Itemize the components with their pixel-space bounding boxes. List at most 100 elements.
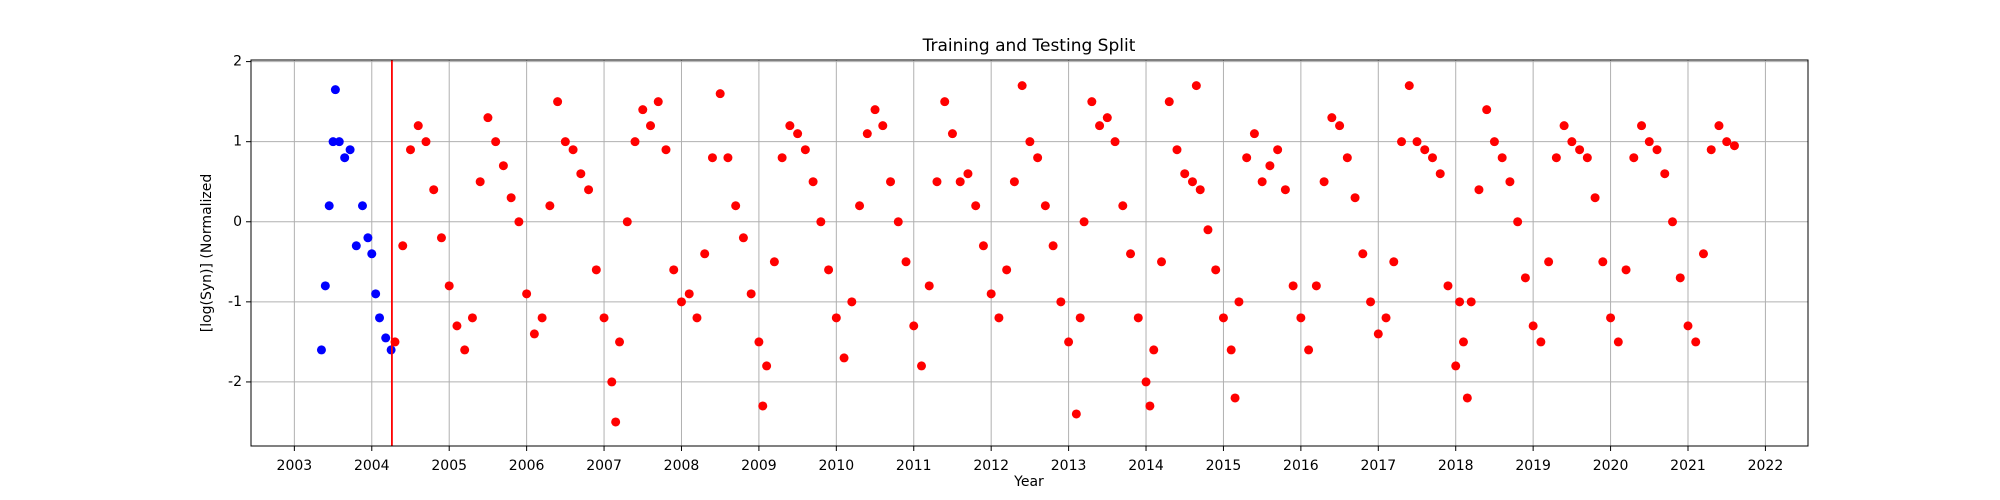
- point: [1582, 153, 1592, 163]
- point: [1350, 193, 1360, 203]
- point: [1017, 81, 1027, 91]
- point: [676, 297, 686, 307]
- point: [553, 97, 563, 107]
- point: [831, 313, 841, 323]
- x-tick-label: 2010: [819, 458, 855, 474]
- point: [630, 137, 640, 147]
- point: [785, 121, 795, 131]
- x-tick-label: 2014: [1128, 458, 1164, 474]
- x-axis-label: Year: [1013, 474, 1044, 490]
- point: [328, 137, 338, 147]
- point: [1606, 313, 1616, 323]
- point: [1002, 265, 1012, 275]
- point: [615, 337, 625, 347]
- point: [1497, 153, 1507, 163]
- point: [886, 177, 896, 187]
- point: [1458, 337, 1468, 347]
- point: [824, 265, 834, 275]
- point: [707, 153, 717, 163]
- point: [1230, 393, 1240, 403]
- point: [483, 113, 493, 123]
- point: [351, 241, 361, 251]
- point: [893, 217, 903, 227]
- point: [1234, 297, 1244, 307]
- point: [1389, 257, 1399, 267]
- point: [1435, 169, 1445, 179]
- point: [855, 201, 865, 211]
- point: [1722, 137, 1732, 147]
- point: [1296, 313, 1306, 323]
- point: [1288, 281, 1298, 291]
- point: [638, 105, 648, 115]
- point: [529, 329, 539, 339]
- point: [1079, 217, 1089, 227]
- point: [591, 265, 601, 275]
- point: [754, 337, 764, 347]
- point: [1489, 137, 1499, 147]
- point: [1613, 337, 1623, 347]
- point: [371, 289, 381, 299]
- point: [738, 233, 748, 243]
- point: [460, 345, 470, 355]
- plot-frame: [250, 59, 1809, 447]
- point: [1242, 153, 1252, 163]
- point: [1420, 145, 1430, 155]
- point: [1149, 345, 1159, 355]
- point: [367, 249, 377, 259]
- point: [762, 361, 772, 371]
- point: [661, 145, 671, 155]
- point: [684, 289, 694, 299]
- point: [1691, 337, 1701, 347]
- point: [320, 281, 330, 291]
- point: [1048, 241, 1058, 251]
- point: [1319, 177, 1329, 187]
- point: [1675, 273, 1685, 283]
- point: [1180, 169, 1190, 179]
- point: [452, 321, 462, 331]
- y-tick-label: 0: [233, 214, 242, 230]
- point: [909, 321, 919, 331]
- point: [1172, 145, 1182, 155]
- point: [1033, 153, 1043, 163]
- point: [1342, 153, 1352, 163]
- point: [1668, 217, 1678, 227]
- point: [1505, 177, 1515, 187]
- point: [607, 377, 617, 387]
- x-tick-label: 2019: [1515, 458, 1551, 474]
- point: [568, 145, 578, 155]
- point: [375, 313, 385, 323]
- x-tick-label: 2012: [973, 458, 1009, 474]
- point: [1528, 321, 1538, 331]
- point: [1164, 97, 1174, 107]
- point: [715, 89, 725, 99]
- point: [1544, 257, 1554, 267]
- point: [963, 169, 973, 179]
- point: [330, 85, 340, 95]
- point: [522, 289, 532, 299]
- point: [1226, 345, 1236, 355]
- point: [1366, 297, 1376, 307]
- point: [1644, 137, 1654, 147]
- point: [1520, 273, 1530, 283]
- y-tick-label: -1: [228, 294, 242, 310]
- point: [1714, 121, 1724, 131]
- point: [1660, 169, 1670, 179]
- x-tick-label: 2022: [1748, 458, 1784, 474]
- point: [1327, 113, 1337, 123]
- point: [316, 345, 326, 355]
- point: [816, 217, 826, 227]
- point: [1211, 265, 1221, 275]
- point: [955, 177, 965, 187]
- point: [1157, 257, 1167, 267]
- point: [1195, 185, 1205, 195]
- point: [436, 233, 446, 243]
- y-axis-label: [log(Syn)] (Normalized: [199, 174, 215, 333]
- x-tick-label: 2017: [1360, 458, 1396, 474]
- point: [1126, 249, 1136, 259]
- y-tick-label: 2: [233, 54, 242, 70]
- point: [924, 281, 934, 291]
- point: [901, 257, 911, 267]
- x-tick-label: 2016: [1283, 458, 1319, 474]
- point: [584, 185, 594, 195]
